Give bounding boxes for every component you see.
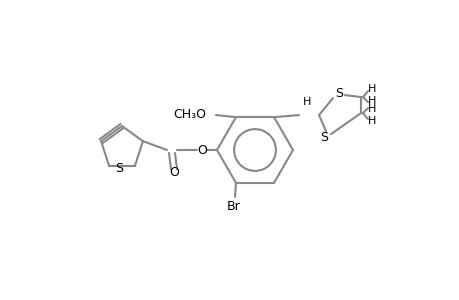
Text: CH₃O: CH₃O (173, 108, 206, 121)
Text: S: S (319, 130, 327, 144)
Text: H: H (367, 84, 375, 94)
Text: O: O (169, 167, 179, 179)
Text: S: S (334, 87, 342, 100)
Text: S: S (115, 162, 123, 175)
Text: O: O (196, 143, 207, 157)
Text: H: H (367, 96, 375, 106)
Text: H: H (367, 104, 375, 114)
Text: Br: Br (227, 200, 241, 213)
Text: H: H (302, 97, 310, 107)
Text: H: H (367, 116, 375, 126)
